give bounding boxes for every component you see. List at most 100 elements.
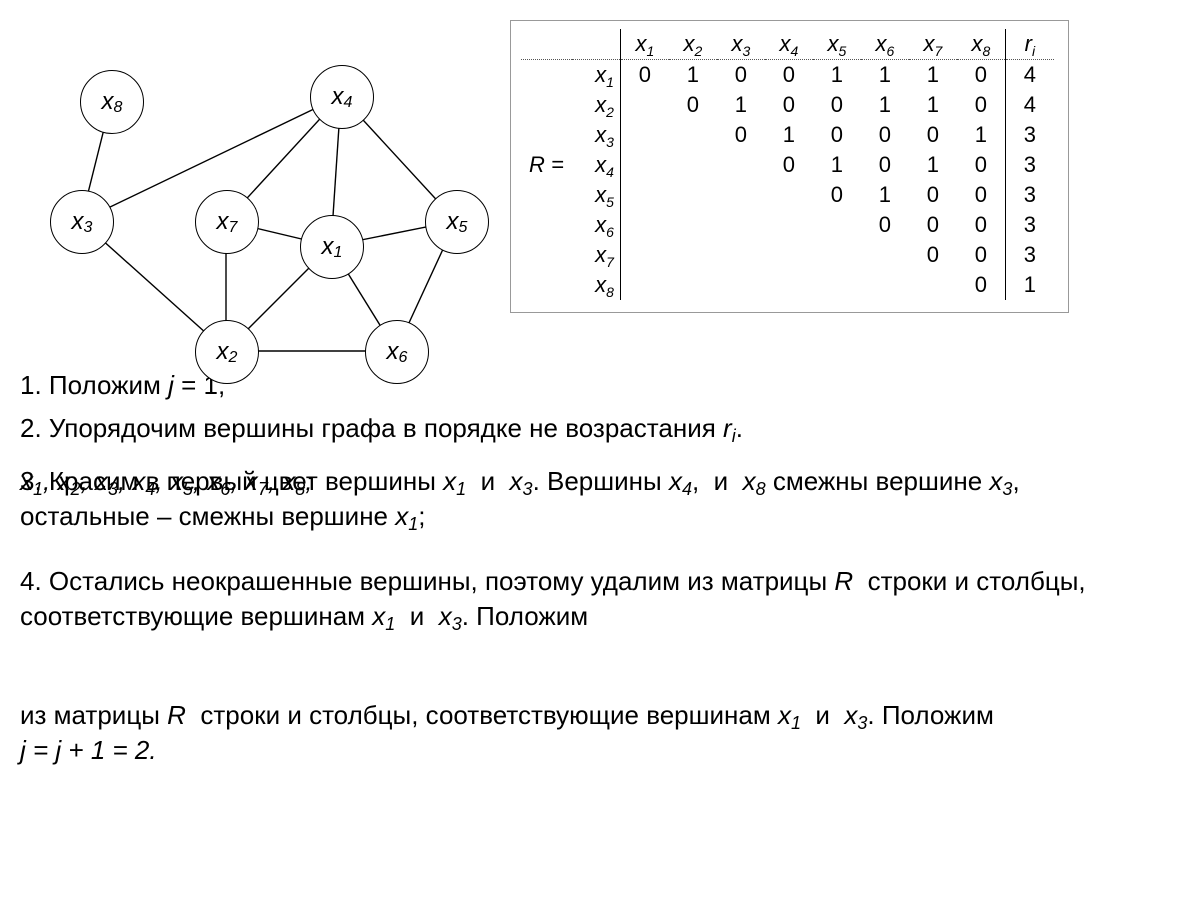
cell-r6-c1 bbox=[620, 210, 669, 240]
cell-r3-c3: 0 bbox=[717, 120, 765, 150]
cell-r4-c3 bbox=[717, 150, 765, 180]
cell-r5-c5: 0 bbox=[813, 180, 861, 210]
col-header-x3: x3 bbox=[717, 29, 765, 60]
col-header-ri: ri bbox=[1005, 29, 1054, 60]
adjacency-matrix: x1x2x3x4x5x6x7x8rix1010011104x201001104x… bbox=[510, 20, 1069, 313]
cell-r3-c2 bbox=[669, 120, 717, 150]
row-label-x8: x8 bbox=[572, 270, 621, 300]
node-x2: x2 bbox=[195, 320, 259, 384]
node-x8: x8 bbox=[80, 70, 144, 134]
cell-r5-c4 bbox=[765, 180, 813, 210]
node-x3: x3 bbox=[50, 190, 114, 254]
cell-r1-c9: 4 bbox=[1005, 60, 1054, 91]
row-label-x1: x1 bbox=[572, 60, 621, 91]
node-x5: x5 bbox=[425, 190, 489, 254]
cell-r2-c3: 1 bbox=[717, 90, 765, 120]
cell-r8-c6 bbox=[861, 270, 909, 300]
cell-r6-c8: 0 bbox=[957, 210, 1006, 240]
cell-r1-c4: 0 bbox=[765, 60, 813, 91]
cell-r6-c7: 0 bbox=[909, 210, 957, 240]
cell-r3-c6: 0 bbox=[861, 120, 909, 150]
cell-r3-c7: 0 bbox=[909, 120, 957, 150]
step2-sub: i bbox=[732, 426, 736, 446]
cell-r3-c8: 1 bbox=[957, 120, 1006, 150]
cell-r5-c7: 0 bbox=[909, 180, 957, 210]
cell-r3-c4: 1 bbox=[765, 120, 813, 150]
cell-r7-c9: 3 bbox=[1005, 240, 1054, 270]
cell-r1-c1: 0 bbox=[620, 60, 669, 91]
cell-r1-c7: 1 bbox=[909, 60, 957, 91]
cell-r3-c1 bbox=[620, 120, 669, 150]
node-x1: x1 bbox=[300, 215, 364, 279]
cell-r4-c7: 1 bbox=[909, 150, 957, 180]
cell-r2-c2: 0 bbox=[669, 90, 717, 120]
cell-r5-c3 bbox=[717, 180, 765, 210]
step2-end: . bbox=[736, 413, 743, 443]
step-4-continued: из матрицы R строки и столбцы, соответст… bbox=[20, 698, 1140, 768]
cell-r4-c5: 1 bbox=[813, 150, 861, 180]
cell-r5-c9: 3 bbox=[1005, 180, 1054, 210]
cell-r6-c6: 0 bbox=[861, 210, 909, 240]
cell-r4-c1 bbox=[620, 150, 669, 180]
cell-r6-c3 bbox=[717, 210, 765, 240]
cell-r6-c5 bbox=[813, 210, 861, 240]
step4-eq: j = j + 1 = 2. bbox=[20, 735, 157, 765]
cell-r7-c4 bbox=[765, 240, 813, 270]
step2-text: 2. Упорядочим вершины графа в порядке не… bbox=[20, 413, 723, 443]
step-2: 2. Упорядочим вершины графа в порядке не… bbox=[20, 411, 1140, 446]
cell-r3-c5: 0 bbox=[813, 120, 861, 150]
col-header-x5: x5 bbox=[813, 29, 861, 60]
cell-r3-c9: 3 bbox=[1005, 120, 1054, 150]
cell-r2-c5: 0 bbox=[813, 90, 861, 120]
step-3: 3. Красим в первый цвет вершины x1 и x3.… bbox=[20, 464, 1140, 534]
cell-r6-c4 bbox=[765, 210, 813, 240]
cell-r8-c5 bbox=[813, 270, 861, 300]
cell-r6-c2 bbox=[669, 210, 717, 240]
cell-r4-c8: 0 bbox=[957, 150, 1006, 180]
step-4: 4. Остались неокрашенные вершины, поэтом… bbox=[20, 564, 1140, 634]
graph-diagram: x8x4x3x7x1x5x2x6 bbox=[20, 20, 490, 380]
overlap-block-1: x1, x2, x3, x4, x5, x6, x7, x8; 3. Краси… bbox=[20, 458, 1140, 608]
col-header-x8: x8 bbox=[957, 29, 1006, 60]
col-header-x1: x1 bbox=[620, 29, 669, 60]
row-label-x6: x6 bbox=[572, 210, 621, 240]
col-header-x7: x7 bbox=[909, 29, 957, 60]
matrix-table: x1x2x3x4x5x6x7x8rix1010011104x201001104x… bbox=[521, 29, 1054, 300]
text-body: 2. Упорядочим вершины графа в порядке не… bbox=[20, 411, 1140, 768]
cell-r8-c9: 1 bbox=[1005, 270, 1054, 300]
cell-r8-c2 bbox=[669, 270, 717, 300]
cell-r7-c1 bbox=[620, 240, 669, 270]
cell-r7-c3 bbox=[717, 240, 765, 270]
row-label-x7: x7 bbox=[572, 240, 621, 270]
cell-r1-c5: 1 bbox=[813, 60, 861, 91]
cell-r7-c5 bbox=[813, 240, 861, 270]
cell-r1-c8: 0 bbox=[957, 60, 1006, 91]
row-label-x2: x2 bbox=[572, 90, 621, 120]
cell-r8-c3 bbox=[717, 270, 765, 300]
cell-r5-c2 bbox=[669, 180, 717, 210]
cell-r1-c6: 1 bbox=[861, 60, 909, 91]
cell-r5-c1 bbox=[620, 180, 669, 210]
col-header-x4: x4 bbox=[765, 29, 813, 60]
node-x7: x7 bbox=[195, 190, 259, 254]
cell-r1-c3: 0 bbox=[717, 60, 765, 91]
col-header-x6: x6 bbox=[861, 29, 909, 60]
matrix-prefix: R = bbox=[521, 150, 572, 180]
cell-r5-c8: 0 bbox=[957, 180, 1006, 210]
cell-r8-c1 bbox=[620, 270, 669, 300]
cell-r2-c6: 1 bbox=[861, 90, 909, 120]
col-header-x2: x2 bbox=[669, 29, 717, 60]
cell-r5-c6: 1 bbox=[861, 180, 909, 210]
cell-r2-c1 bbox=[620, 90, 669, 120]
node-x6: x6 bbox=[365, 320, 429, 384]
cell-r6-c9: 3 bbox=[1005, 210, 1054, 240]
cell-r2-c7: 1 bbox=[909, 90, 957, 120]
cell-r8-c8: 0 bbox=[957, 270, 1006, 300]
cell-r7-c8: 0 bbox=[957, 240, 1006, 270]
cell-r4-c6: 0 bbox=[861, 150, 909, 180]
cell-r8-c4 bbox=[765, 270, 813, 300]
step2-r: r bbox=[723, 413, 732, 443]
cell-r1-c2: 1 bbox=[669, 60, 717, 91]
cell-r7-c7: 0 bbox=[909, 240, 957, 270]
cell-r4-c4: 0 bbox=[765, 150, 813, 180]
